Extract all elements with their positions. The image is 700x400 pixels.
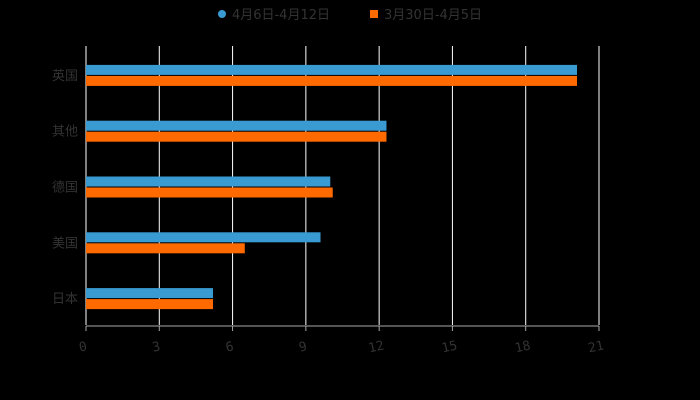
legend-circle-icon: [217, 9, 226, 18]
y-category-label: 美国: [52, 236, 78, 251]
y-category-label: 日本: [52, 292, 78, 307]
bar: [86, 131, 387, 142]
x-tick-label: 3: [151, 339, 162, 355]
legend-label: 4月6日-4月12日: [231, 8, 330, 23]
bar: [86, 232, 321, 243]
legend-item-series-1[interactable]: 4月6日-4月12日: [217, 4, 330, 23]
x-tick-label: 6: [224, 339, 235, 355]
legend-square-icon: [370, 9, 378, 18]
bar: [86, 243, 245, 254]
x-tick-label: 21: [587, 339, 605, 357]
chart-legend: 4月6日-4月12日 3月30日-4月5日: [0, 4, 700, 23]
bar: [86, 120, 387, 131]
bar: [86, 299, 214, 310]
bar: [86, 176, 331, 187]
bar: [86, 187, 333, 198]
x-tick-label: 18: [514, 339, 532, 357]
x-tick-label: 0: [78, 339, 89, 355]
bar: [86, 64, 578, 75]
x-tick-label: 12: [367, 339, 385, 357]
x-tick-label: 15: [440, 339, 458, 357]
y-category-label: 英国: [52, 69, 78, 84]
bar: [86, 288, 214, 299]
y-category-label: 其他: [52, 125, 78, 140]
x-tick-label: 9: [298, 339, 309, 355]
bar: [86, 75, 578, 86]
legend-label: 3月30日-4月5日: [384, 8, 483, 23]
y-category-label: 德国: [52, 181, 78, 196]
legend-item-series-2[interactable]: 3月30日-4月5日: [370, 4, 482, 23]
